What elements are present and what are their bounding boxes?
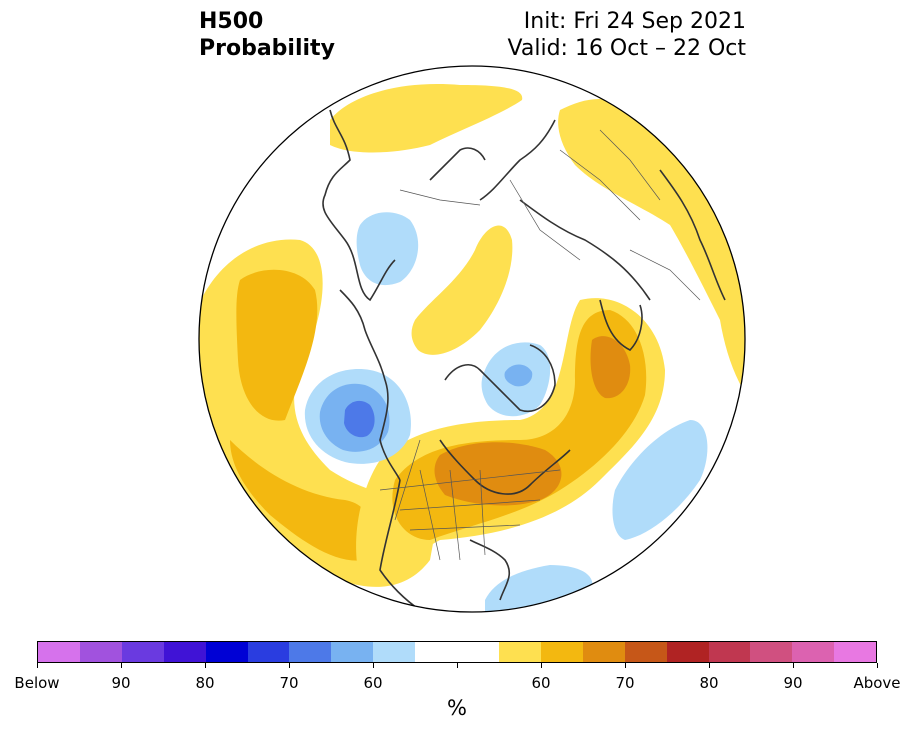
colorbar-tick: [36, 663, 38, 668]
colorbar-tick-label: 80: [699, 674, 719, 692]
title-block-left: H500 Probability: [199, 8, 335, 62]
colorbar-swatch: [331, 642, 374, 662]
coastlines: [322, 109, 726, 611]
anomaly-above-europe: [558, 99, 745, 400]
init-date: Init: Fri 24 Sep 2021: [523, 9, 746, 34]
map-boundary: [198, 65, 746, 613]
colorbar-tick: [288, 663, 290, 668]
colorbar-tick: [624, 663, 626, 668]
colorbar: [37, 641, 877, 663]
colorbar-swatch: [666, 642, 709, 662]
anomaly-below-atlantic: [612, 420, 708, 540]
colorbar-swatch: [457, 642, 499, 662]
anomaly-above-siberia: [330, 84, 523, 153]
colorbar-tick: [876, 663, 878, 668]
colorbar-swatch: [79, 642, 122, 662]
colorbar-unit: %: [447, 696, 467, 720]
colorbar-swatch: [205, 642, 248, 662]
anomaly-above-pacific-south: [230, 440, 374, 561]
colorbar-tick: [792, 663, 794, 668]
colorbar-swatch: [792, 642, 835, 662]
colorbar-tick-label: 60: [363, 674, 383, 692]
anomaly-above-arctic: [411, 225, 513, 355]
colorbar-swatch: [373, 642, 416, 662]
polar-map: [198, 65, 746, 613]
colorbar-swatch: [708, 642, 751, 662]
colorbar-tick: [204, 663, 206, 668]
colorbar-swatch: [289, 642, 332, 662]
political-borders: [379, 129, 701, 561]
colorbar-tick-label: 60: [531, 674, 551, 692]
anomaly-above-west-pacific-core: [236, 269, 318, 421]
anomaly-below-greenland-core: [504, 364, 533, 387]
colorbar-swatch: [498, 642, 541, 662]
title-block-right: Init: Fri 24 Sep 2021 Valid: 16 Oct – 22…: [508, 8, 746, 62]
colorbar-tick: [372, 663, 374, 668]
colorbar-tick-label: 70: [279, 674, 299, 692]
colorbar-swatch: [415, 642, 458, 662]
anomaly-above-canada-core: [434, 442, 562, 506]
colorbar-swatch: [540, 642, 583, 662]
variable-title: H500: [199, 9, 264, 34]
colorbar-tick: [708, 663, 710, 668]
colorbar-tick: [120, 663, 122, 668]
colorbar-swatch: [121, 642, 164, 662]
colorbar-tick: [456, 663, 458, 668]
colorbar-tick-label: 90: [111, 674, 131, 692]
anomaly-below-eastsiberia: [356, 212, 419, 286]
colorbar-tick-label: 70: [615, 674, 635, 692]
colorbar-swatch: [38, 642, 80, 662]
colorbar-tick: [540, 663, 542, 668]
colorbar-tick-label: 80: [195, 674, 215, 692]
colorbar-ticks: Below 90 80 70 60 60 70 80 90 Above: [0, 663, 915, 693]
colorbar-swatch: [834, 642, 877, 662]
variable-subtitle: Probability: [199, 36, 335, 61]
colorbar-swatch: [163, 642, 206, 662]
colorbar-swatch: [624, 642, 667, 662]
colorbar-tick-label: Below: [14, 674, 60, 692]
valid-range: Valid: 16 Oct – 22 Oct: [507, 36, 746, 61]
colorbar-swatch: [247, 642, 290, 662]
colorbar-swatch: [750, 642, 793, 662]
colorbar-swatch: [582, 642, 625, 662]
anomaly-below-alaska-core: [344, 400, 375, 438]
colorbar-tick-label: Above: [853, 674, 901, 692]
anomaly-above-greenland-east-core: [590, 336, 631, 399]
colorbar-tick-label: 90: [783, 674, 803, 692]
